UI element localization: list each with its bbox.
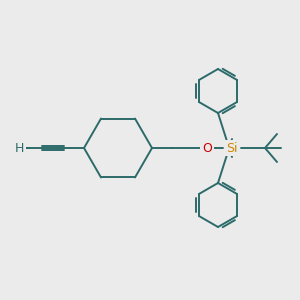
Text: H: H xyxy=(14,142,24,154)
Text: -: - xyxy=(28,142,32,154)
Text: O: O xyxy=(202,142,212,154)
Text: Si: Si xyxy=(226,142,238,154)
